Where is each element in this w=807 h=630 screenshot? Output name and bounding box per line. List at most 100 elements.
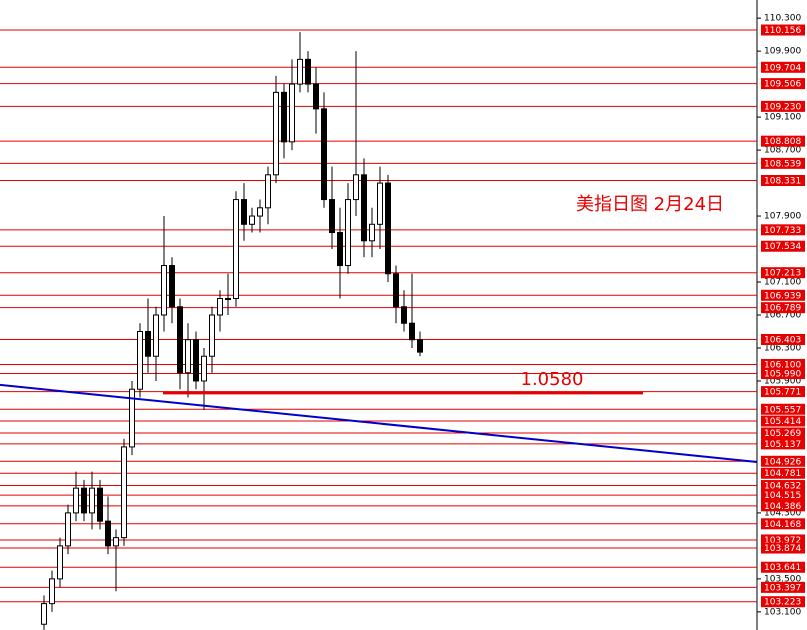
- candle-body: [185, 339, 191, 374]
- level-label: 105.414: [764, 417, 801, 427]
- candle-body: [209, 314, 215, 357]
- y-tick-label: 109.100: [764, 113, 801, 123]
- candle-body: [273, 91, 279, 176]
- level-label-box: [761, 224, 805, 236]
- level-label: 105.269: [764, 429, 801, 439]
- level-label-box: [761, 289, 805, 301]
- level-label: 104.515: [764, 491, 801, 501]
- candle-body: [73, 487, 79, 514]
- y-tick-label: 110.300: [764, 14, 801, 24]
- annotation: 美指日图 2月24日: [576, 194, 724, 215]
- candle-body: [97, 487, 103, 522]
- level-label-box: [761, 403, 805, 415]
- level-label: 104.632: [764, 482, 801, 492]
- level-label: 105.771: [764, 388, 801, 398]
- y-tick-label: 108.700: [764, 146, 801, 156]
- level-label: 106.100: [764, 360, 801, 370]
- candle-body: [321, 108, 327, 201]
- level-label-box: [761, 534, 805, 546]
- candle-body: [49, 578, 55, 605]
- candle-body: [289, 83, 295, 143]
- candle-body: [121, 446, 127, 539]
- level-label-box: [761, 24, 805, 36]
- level-label-box: [761, 596, 805, 608]
- y-tick-label: 106.700: [764, 311, 801, 321]
- candle-body: [305, 58, 311, 85]
- level-label-box: [761, 489, 805, 501]
- candle-body: [281, 91, 287, 143]
- level-label: 104.926: [764, 457, 801, 467]
- candle-body: [65, 512, 71, 547]
- candle-body: [153, 314, 159, 357]
- candle-body: [177, 306, 183, 374]
- candle-body: [241, 199, 247, 225]
- candle-body: [249, 215, 255, 225]
- candle-body: [257, 207, 263, 217]
- level-label-box: [761, 542, 805, 554]
- candle-body: [393, 273, 399, 308]
- level-label-box: [761, 368, 805, 380]
- candle-body: [145, 330, 151, 357]
- y-tick-label: 104.300: [764, 508, 801, 518]
- level-label: 106.403: [764, 335, 801, 345]
- level-label-box: [761, 518, 805, 530]
- level-label-box: [761, 267, 805, 279]
- key-level-label: 1.0580: [521, 369, 584, 390]
- level-label: 105.557: [764, 405, 801, 415]
- y-tick-label: 105.900: [764, 376, 801, 386]
- candle-body: [193, 339, 199, 382]
- level-label: 110.156: [764, 26, 801, 36]
- candle-body: [57, 545, 63, 580]
- level-label: 104.781: [764, 469, 801, 479]
- level-label-box: [761, 135, 805, 147]
- level-label: 106.939: [764, 291, 801, 301]
- level-label-box: [761, 78, 805, 90]
- y-tick-label: 109.900: [764, 47, 801, 57]
- y-tick-label: 107.900: [764, 212, 801, 222]
- level-label-box: [761, 500, 805, 512]
- level-label: 103.397: [764, 583, 801, 593]
- level-label-box: [761, 561, 805, 573]
- candle-body: [417, 339, 423, 353]
- level-label-box: [761, 415, 805, 427]
- level-label-box: [761, 358, 805, 370]
- level-label: 103.874: [764, 544, 801, 554]
- level-label: 109.704: [764, 63, 801, 73]
- candle-body: [169, 265, 175, 308]
- level-label: 107.213: [764, 269, 801, 279]
- candle-body: [313, 83, 319, 110]
- candle-body: [409, 322, 415, 341]
- candle-body: [89, 487, 95, 514]
- candle-body: [265, 174, 271, 209]
- level-label: 107.534: [764, 242, 801, 252]
- level-label-box: [761, 157, 805, 169]
- level-label-box: [761, 175, 805, 187]
- candle-body: [161, 265, 167, 316]
- candle-body: [105, 520, 111, 547]
- candle-body: [41, 603, 47, 625]
- candle-body: [345, 199, 351, 267]
- y-tick-label: 103.100: [764, 607, 801, 617]
- level-label-box: [761, 581, 805, 593]
- candle-body: [137, 330, 143, 390]
- level-label-box: [761, 438, 805, 450]
- level-label: 108.539: [764, 159, 801, 169]
- level-label-box: [761, 386, 805, 398]
- level-label: 109.506: [764, 80, 801, 90]
- level-label-box: [761, 480, 805, 492]
- candle-body: [225, 298, 231, 301]
- level-label-box: [761, 333, 805, 345]
- y-tick-label: 106.300: [764, 343, 801, 353]
- trendline: [0, 383, 758, 463]
- level-label: 105.137: [764, 440, 801, 450]
- candle-body: [353, 174, 359, 201]
- level-label-box: [761, 467, 805, 479]
- level-label-box: [761, 455, 805, 467]
- y-tick-label: 103.500: [764, 574, 801, 584]
- candle-body: [361, 174, 367, 242]
- level-label: 107.733: [764, 226, 801, 236]
- candle-body: [401, 306, 407, 324]
- candle-body: [217, 298, 223, 316]
- candle-body: [81, 487, 87, 514]
